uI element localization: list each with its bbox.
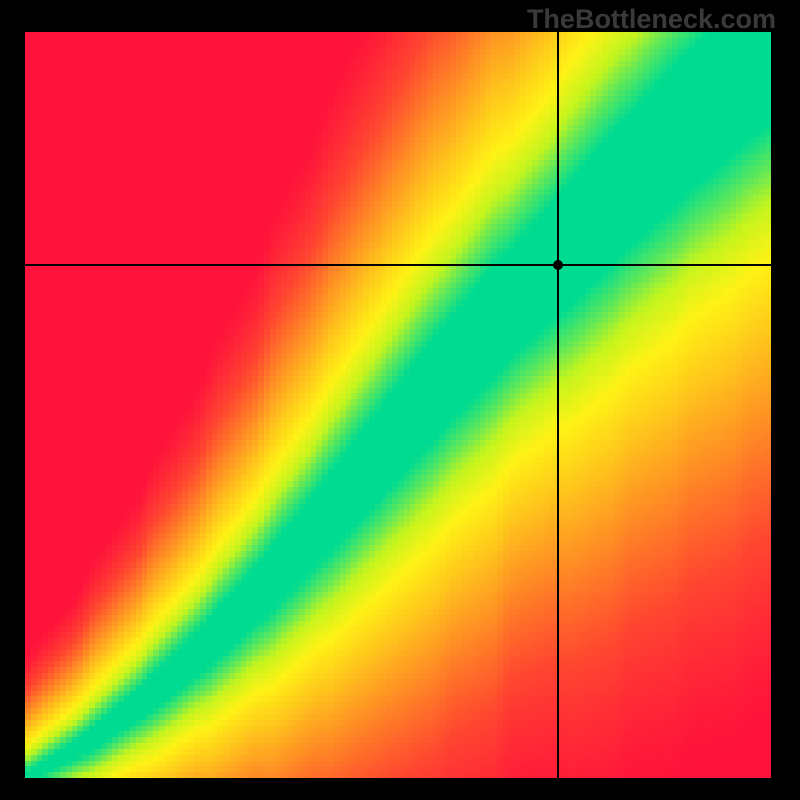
bottleneck-heatmap (25, 32, 771, 778)
chart-container: TheBottleneck.com (0, 0, 800, 800)
crosshair-horizontal (25, 264, 771, 266)
watermark-text: TheBottleneck.com (527, 4, 776, 35)
crosshair-vertical (557, 32, 559, 778)
